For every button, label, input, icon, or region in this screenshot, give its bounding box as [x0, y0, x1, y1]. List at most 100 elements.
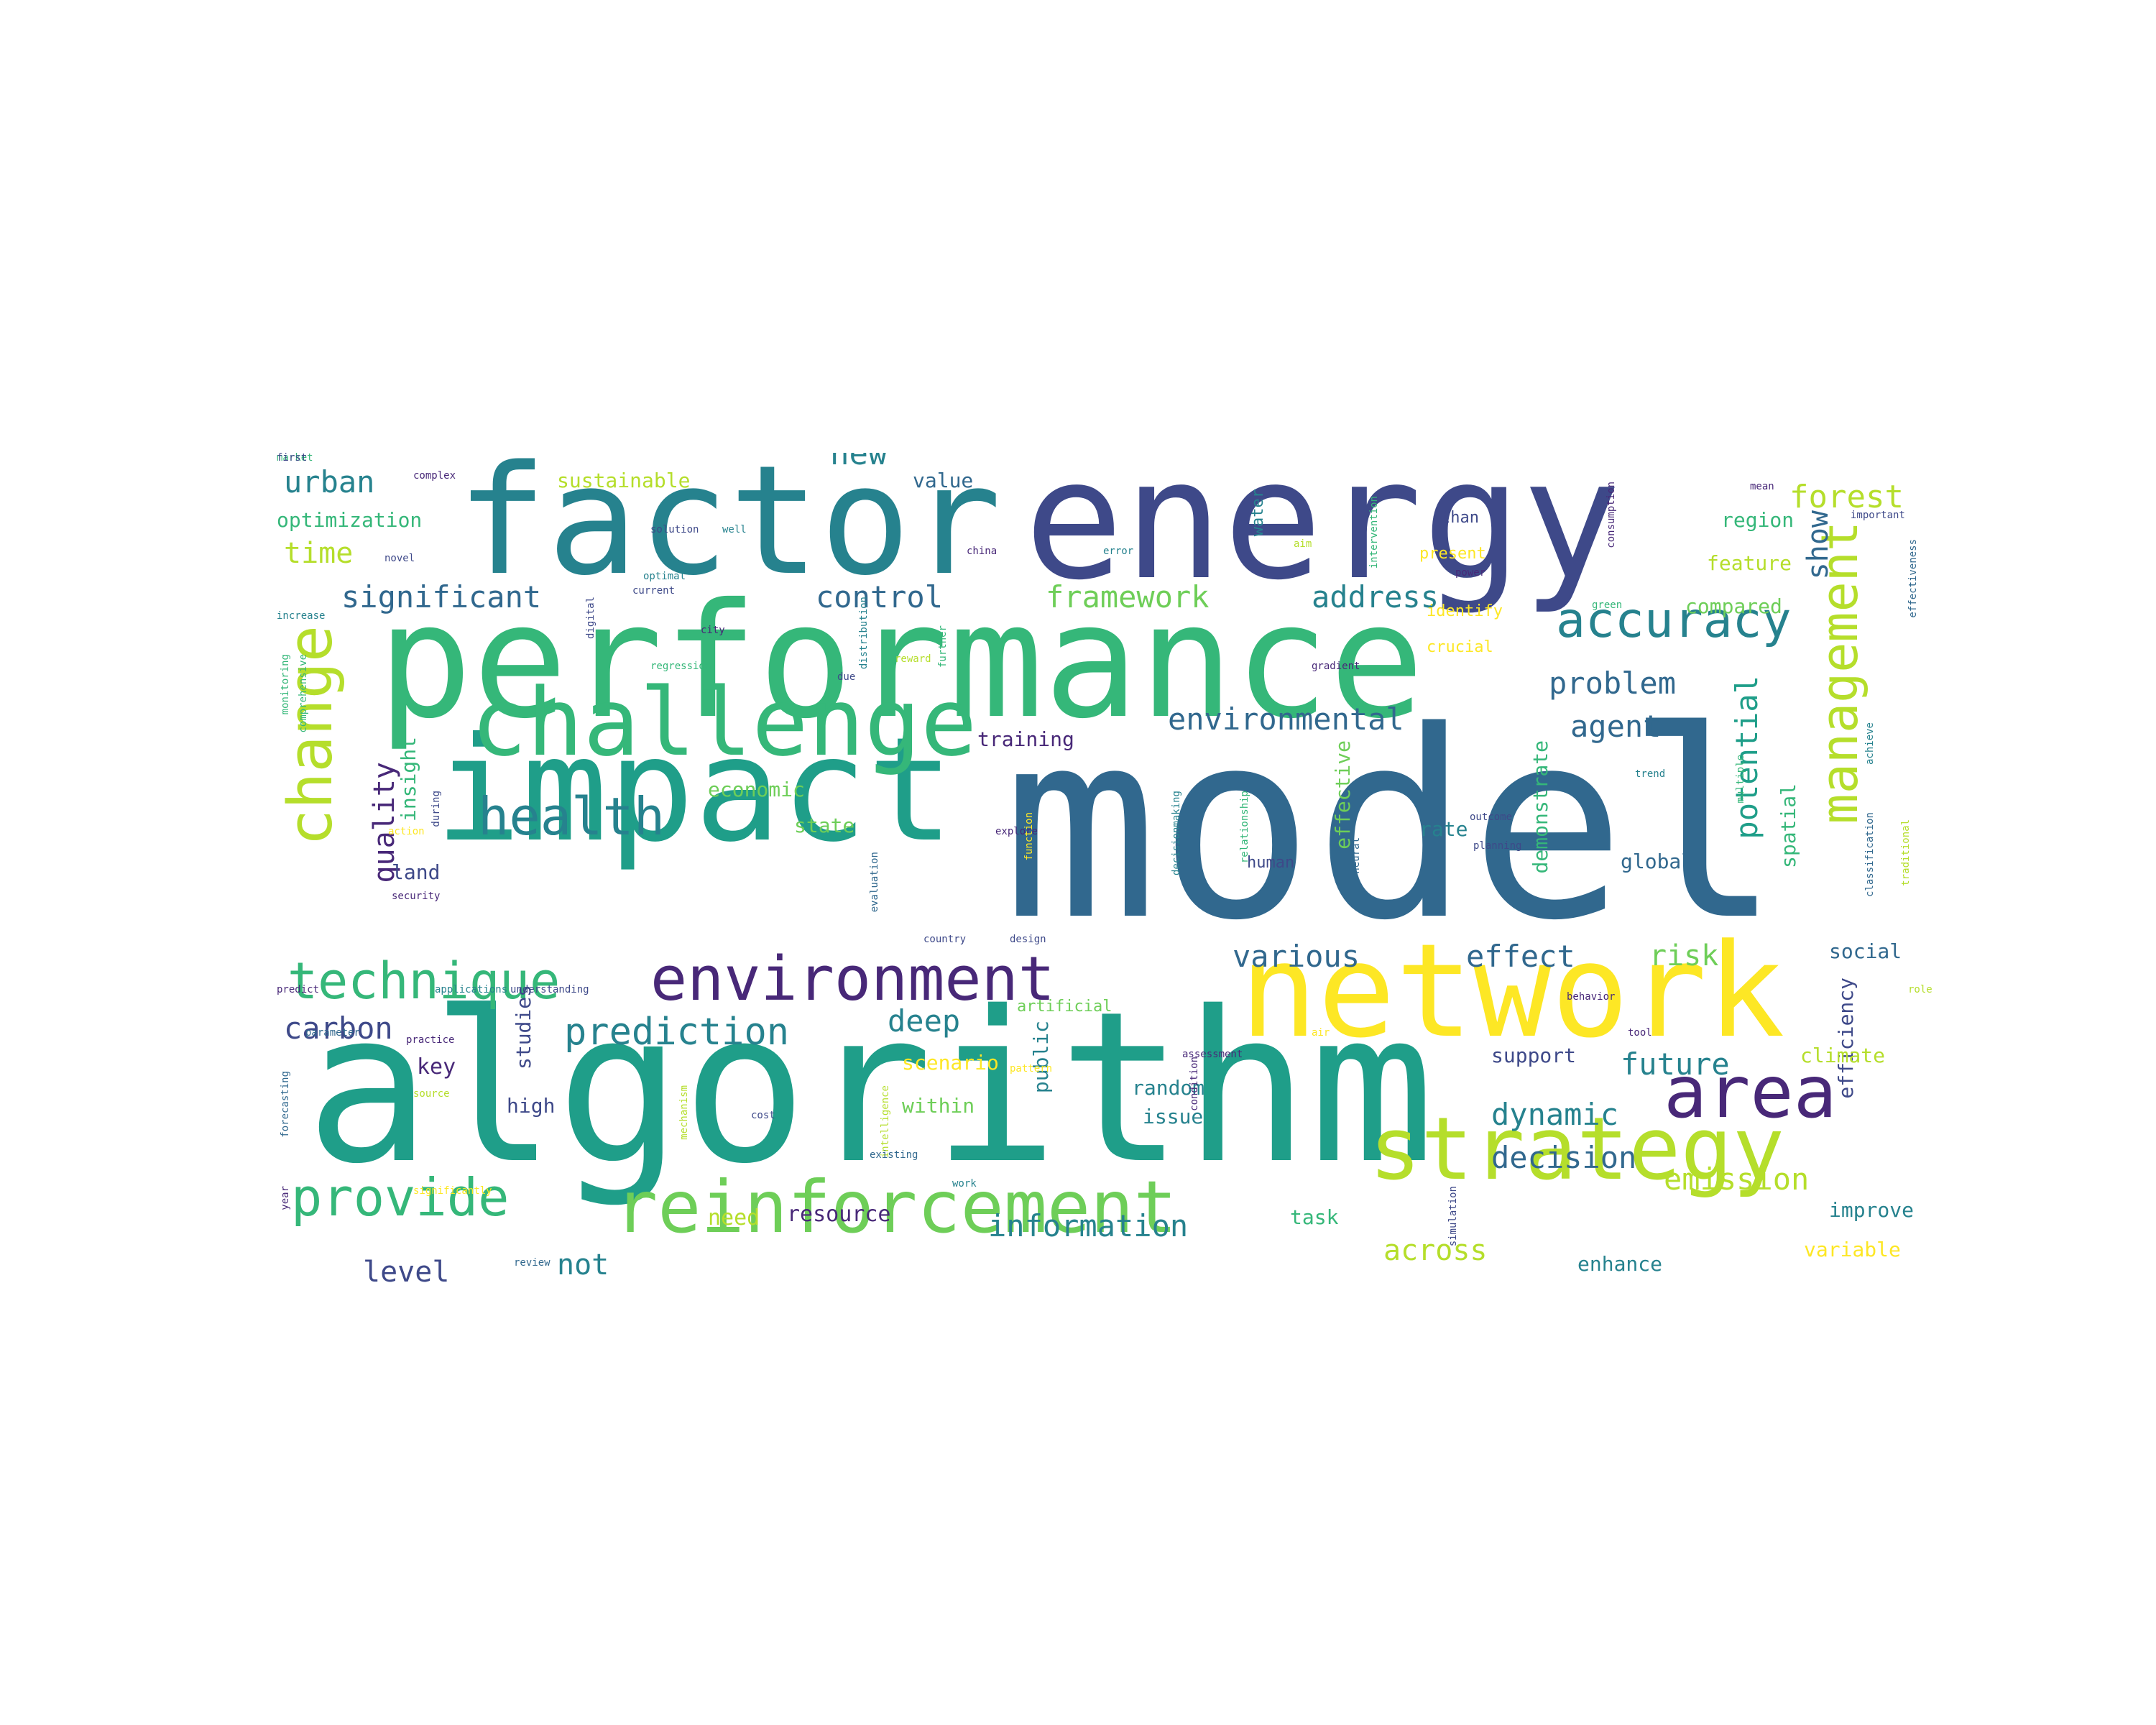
word-forest: forest: [1789, 479, 1904, 515]
word-current: current: [632, 585, 676, 597]
word-network: network: [1240, 916, 1785, 1067]
word-problem: problem: [1549, 666, 1677, 701]
word-level: level: [363, 1256, 450, 1289]
word-spatial: spatial: [1777, 783, 1800, 869]
word-traditional: traditional: [1900, 819, 1912, 886]
word-social: social: [1829, 939, 1902, 963]
word-china: china: [967, 546, 998, 557]
word-efficiency: efficiency: [1834, 978, 1858, 1099]
word-effectiveness: effectiveness: [1907, 539, 1919, 618]
word-studies: studies: [512, 985, 535, 1070]
word-well: well: [722, 524, 747, 535]
word-assessment: assessment: [1182, 1049, 1243, 1060]
word-complex: complex: [413, 470, 456, 482]
word-area: area: [1664, 1050, 1837, 1134]
word-during: during: [430, 791, 442, 827]
word-solution: solution: [650, 524, 699, 535]
word-public: public: [1029, 1021, 1053, 1094]
word-across: across: [1383, 1234, 1488, 1267]
word-prediction: prediction: [564, 1011, 790, 1054]
word-predict: predict: [277, 984, 320, 995]
word-year: year: [280, 1186, 291, 1210]
word-practice: practice: [406, 1034, 455, 1046]
word-parameter: parameter: [305, 1027, 360, 1039]
word-work: work: [952, 1178, 977, 1190]
word-carbon: carbon: [284, 1011, 393, 1046]
word-need: need: [708, 1205, 760, 1230]
word-tool: tool: [1628, 1027, 1652, 1039]
word-deep: deep: [888, 1003, 961, 1039]
word-source: source: [413, 1088, 450, 1100]
word-high: high: [507, 1094, 556, 1118]
word-decisionmaking: decisionmaking: [1171, 791, 1182, 876]
word-water: water: [1249, 489, 1267, 537]
word-support: support: [1491, 1044, 1577, 1067]
word-resource: resource: [787, 1202, 891, 1227]
word-distribution: distribution: [858, 597, 870, 670]
word-mean: mean: [1750, 481, 1774, 492]
word-existing: existing: [870, 1149, 918, 1161]
word-land: land: [392, 860, 441, 884]
word-insight: insight: [397, 737, 420, 822]
word-consumption: consumption: [1606, 482, 1617, 548]
word-than: than: [1441, 509, 1479, 527]
word-sustainable: sustainable: [557, 469, 691, 492]
word-design: design: [1010, 934, 1046, 945]
word-role: role: [1908, 984, 1932, 995]
word-time: time: [284, 537, 354, 570]
word-various: various: [1233, 939, 1360, 974]
word-climate: climate: [1800, 1044, 1886, 1067]
word-variable: variable: [1804, 1238, 1901, 1261]
word-impact: impact: [435, 707, 954, 874]
word-present: present: [1419, 545, 1486, 563]
word-trend: trend: [1635, 768, 1666, 780]
word-future: future: [1621, 1046, 1730, 1082]
word-gradient: gradient: [1312, 661, 1360, 672]
word-health: health: [478, 786, 665, 847]
word-accuracy: accuracy: [1556, 592, 1792, 649]
word-intelligence: intelligence: [880, 1085, 891, 1159]
word-intervention: intervention: [1368, 496, 1380, 569]
word-factor: factor: [456, 453, 1002, 609]
word-evaluation: evaluation: [869, 852, 880, 913]
word-city: city: [701, 625, 725, 636]
word-artificial: artificial: [1017, 998, 1112, 1016]
word-significantly: significantly: [413, 1185, 492, 1197]
word-environmental: environmental: [1168, 702, 1404, 737]
word-region: region: [1721, 508, 1795, 532]
word-show: show: [1802, 510, 1835, 580]
word-condition: condition: [1189, 1057, 1200, 1111]
word-air: air: [1312, 1027, 1330, 1039]
word-significant: significant: [341, 579, 542, 615]
word-reinforcement: reinforcement: [614, 1165, 1177, 1249]
word-market: market: [277, 453, 313, 464]
word-address: address: [1312, 579, 1439, 615]
word-function: function: [1023, 812, 1035, 861]
word-increase: increase: [277, 610, 326, 622]
word-green: green: [1592, 599, 1623, 611]
word-mechanism: mechanism: [678, 1085, 690, 1140]
word-value: value: [913, 469, 974, 492]
word-scenario: scenario: [902, 1051, 999, 1075]
word-compared: compared: [1685, 594, 1782, 618]
word-security: security: [392, 891, 441, 902]
word-identify: identify: [1427, 602, 1503, 620]
word-optimization: optimization: [277, 508, 423, 532]
word-applications: applications: [435, 984, 508, 995]
word-important: important: [1851, 510, 1905, 521]
word-random: random: [1132, 1076, 1205, 1100]
word-outcome: outcome: [1470, 811, 1513, 823]
word-technique: technique: [287, 952, 561, 1011]
word-new: new: [830, 453, 888, 472]
word-risk: risk: [1649, 939, 1719, 972]
word-effect: effect: [1466, 939, 1575, 974]
word-simulation: simulation: [1447, 1186, 1459, 1247]
word-planning: planning: [1473, 840, 1522, 852]
word-digital: digital: [585, 597, 596, 640]
word-rate: rate: [1419, 817, 1468, 841]
word-challenge: challenge: [471, 668, 977, 777]
word-crucial: crucial: [1427, 638, 1493, 656]
word-within: within: [902, 1094, 975, 1118]
word-understanding: understanding: [510, 984, 589, 995]
